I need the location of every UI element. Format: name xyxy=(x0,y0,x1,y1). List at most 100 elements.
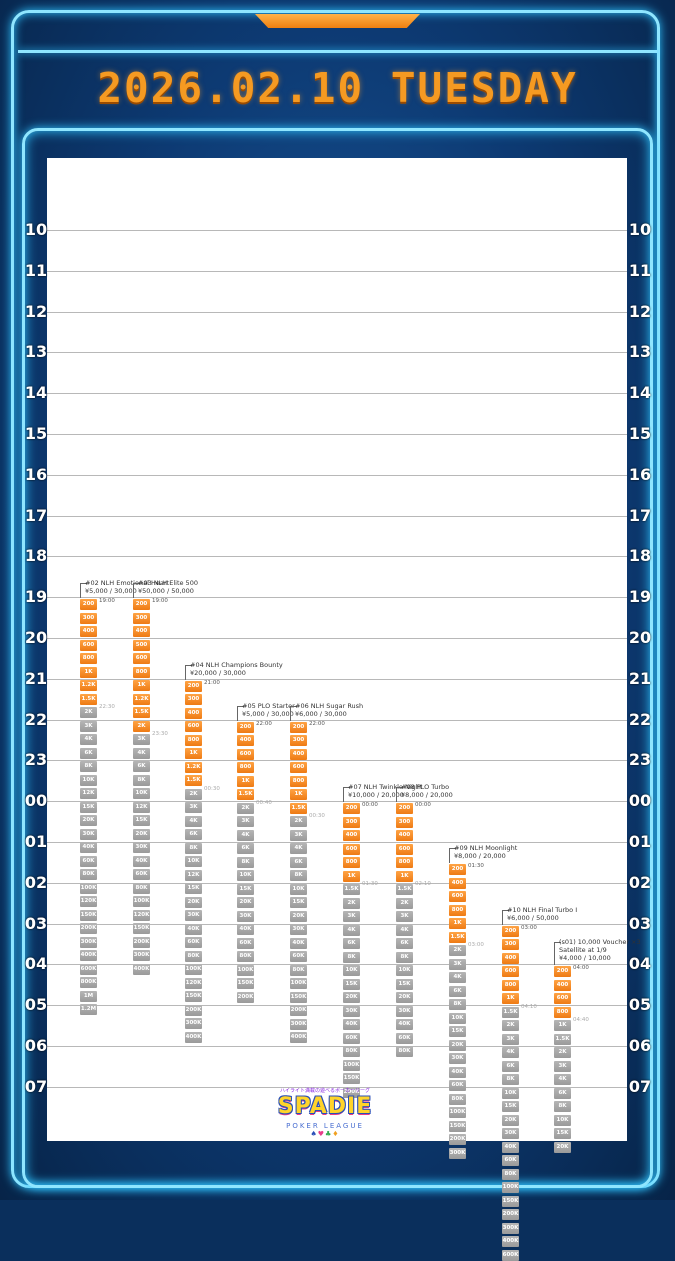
spadie-logo: ハイライト満載の遊べるポーカーリーグ SPADIE POKER LEAGUE ♠… xyxy=(245,1085,405,1140)
hour-label-left: 05 xyxy=(24,995,48,1015)
blind-level: 6K xyxy=(80,747,97,759)
blind-level: 150K xyxy=(343,1073,360,1085)
blind-level: 800 xyxy=(502,979,519,991)
hour-line xyxy=(47,882,627,884)
hour-label-left: 23 xyxy=(24,750,48,770)
blind-level: 1.5K xyxy=(237,789,254,801)
hour-line xyxy=(47,556,627,558)
blind-level: 200 xyxy=(80,599,97,611)
event-bracket xyxy=(133,583,140,599)
blind-level: 300K xyxy=(449,1147,466,1159)
blind-level: 15K xyxy=(343,978,360,990)
blind-level: 800 xyxy=(449,904,466,916)
event-buyin: ¥10,000 / 20,000 xyxy=(348,791,404,800)
hour-label-left: 06 xyxy=(24,1036,48,1055)
late-reg-time: 00:30 xyxy=(309,813,325,820)
blind-level: 150K xyxy=(502,1195,519,1207)
blind-level: 120K xyxy=(185,977,202,989)
blind-level: 1K xyxy=(449,918,466,930)
blind-level: 2K xyxy=(396,897,413,909)
blind-level: 30K xyxy=(343,1005,360,1017)
blind-level: 1.5K xyxy=(133,707,150,719)
blind-level: 600 xyxy=(185,721,202,733)
blind-level: 300 xyxy=(343,816,360,828)
event-title: (s01) 10,000 Voucher ×3 Satellite at 1/9 xyxy=(559,938,641,955)
blind-level: 15K xyxy=(185,883,202,895)
hour-line xyxy=(47,474,627,476)
blind-level: 20K xyxy=(449,1039,466,1051)
hour-label-right: 04 xyxy=(628,954,652,974)
blind-level: 30K xyxy=(396,1005,413,1017)
blind-level: 12K xyxy=(185,869,202,881)
blind-level: 80K xyxy=(237,951,254,963)
blind-level: 4K xyxy=(502,1047,519,1059)
hour-line xyxy=(47,678,627,680)
blind-level: 15K xyxy=(80,801,97,813)
late-reg-time: 04:10 xyxy=(521,1003,537,1010)
blind-level: 300 xyxy=(502,939,519,951)
blind-level: 10K xyxy=(502,1087,519,1099)
blind-level: 2K xyxy=(290,816,307,828)
hour-label-right: 23 xyxy=(628,750,652,770)
blind-level: 15K xyxy=(290,897,307,909)
blind-level: 40K xyxy=(185,923,202,935)
blind-level: 10K xyxy=(554,1114,571,1126)
hour-label-left: 03 xyxy=(24,913,48,933)
blind-level: 3K xyxy=(449,958,466,970)
blind-level: 1K xyxy=(80,666,97,678)
blind-level: 12K xyxy=(80,788,97,800)
blind-level: 400 xyxy=(343,830,360,842)
hour-label-right: 05 xyxy=(628,995,652,1015)
blind-level: 200 xyxy=(343,803,360,815)
blind-level: 600 xyxy=(133,653,150,665)
hour-label-left: 18 xyxy=(24,546,48,566)
blind-level: 400K xyxy=(290,1032,307,1044)
hour-label-left: 10 xyxy=(24,220,48,239)
hour-label-right: 17 xyxy=(628,505,652,525)
blind-level: 1.5K xyxy=(80,693,97,705)
blind-level: 1K xyxy=(290,789,307,801)
blind-level: 4K xyxy=(396,924,413,936)
blind-level: 10K xyxy=(80,774,97,786)
start-time: 19:00 xyxy=(99,598,115,605)
hour-label-right: 13 xyxy=(628,342,652,362)
hour-line xyxy=(47,352,627,354)
event-buyin: ¥20,000 / 30,000 xyxy=(190,668,246,677)
blind-level: 400 xyxy=(449,877,466,889)
blind-level: 2K xyxy=(237,802,254,814)
start-time: 21:00 xyxy=(204,679,220,686)
schedule-board: #02 NLH Emotional Heart ¥5,000 / 30,000 19… xyxy=(47,158,641,1261)
event-buyin: ¥5,000 / 30,000 xyxy=(242,709,294,718)
blind-level: 1.5K xyxy=(185,775,202,787)
hour-line xyxy=(47,230,627,231)
blind-level: 800 xyxy=(185,734,202,746)
hour-line xyxy=(47,597,627,599)
blind-level: 20K xyxy=(80,815,97,827)
blind-level: 200 xyxy=(237,721,254,733)
blind-level: 400K xyxy=(502,1236,519,1248)
blind-level: 150K xyxy=(237,978,254,990)
blind-level: 30K xyxy=(449,1053,466,1065)
blind-level: 200 xyxy=(502,925,519,937)
blind-level: 300K xyxy=(80,936,97,948)
blind-level: 1K xyxy=(237,775,254,787)
blind-level: 150K xyxy=(133,923,150,935)
blind-level: 120K xyxy=(80,896,97,908)
hour-label-right: 21 xyxy=(628,668,652,688)
blind-level: 6K xyxy=(237,843,254,855)
blind-level: 3K xyxy=(133,734,150,746)
blind-level: 200 xyxy=(449,864,466,876)
late-reg-time: 02:10 xyxy=(415,881,431,888)
blind-level: 150K xyxy=(290,991,307,1003)
hour-label-left: 17 xyxy=(24,505,48,525)
blind-level: 2K xyxy=(554,1047,571,1059)
blind-level: 600 xyxy=(343,843,360,855)
blind-level: 40K xyxy=(80,842,97,854)
blind-level: 1K xyxy=(502,993,519,1005)
hour-line xyxy=(47,638,627,639)
blind-level: 30K xyxy=(133,842,150,854)
blind-level: 2K xyxy=(185,788,202,800)
blind-level: 600 xyxy=(396,843,413,855)
blind-level: 100K xyxy=(502,1182,519,1194)
event-bracket xyxy=(185,664,192,680)
